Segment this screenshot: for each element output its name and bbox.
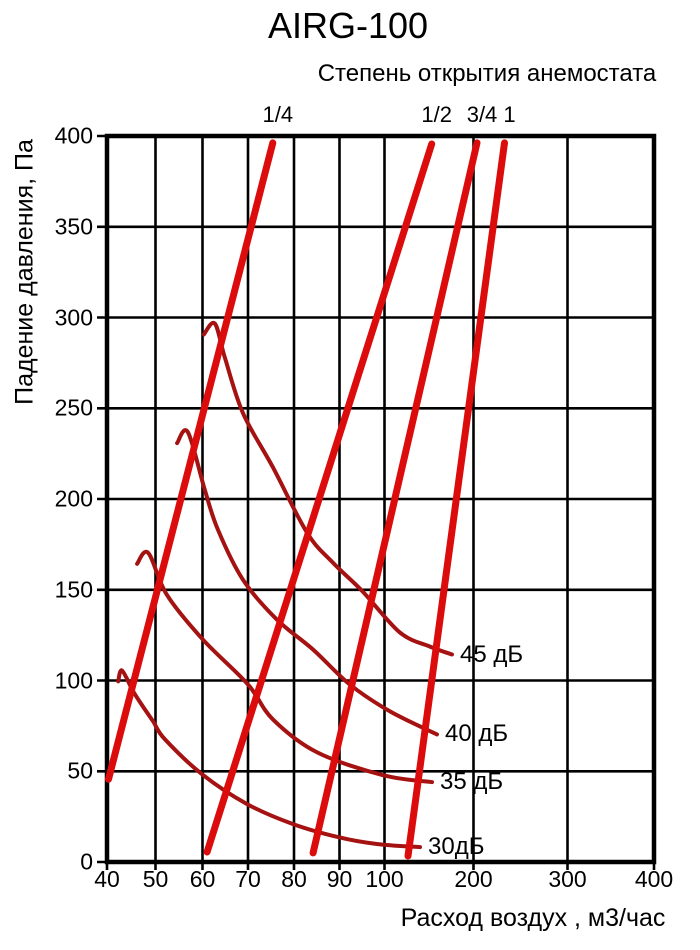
opening-line: [404, 139, 508, 860]
chart-subtitle: Степень открытия анемостата: [317, 60, 657, 87]
x-tick-label: 300: [548, 866, 587, 892]
y-tick-label: 300: [54, 304, 93, 330]
y-tick-label: 200: [54, 485, 93, 512]
noise-curve: [175, 428, 439, 737]
y-tick-label: 350: [54, 213, 93, 240]
chart-title: AIRG-100: [267, 5, 429, 46]
x-tick-label: 400: [634, 866, 674, 892]
y-tick-label: 250: [54, 394, 93, 421]
x-tick-label: 200: [454, 866, 493, 892]
x-tick-label: 50: [142, 866, 169, 892]
opening-degree-label: 1/4: [262, 102, 294, 127]
x-tick-label: 100: [365, 866, 404, 892]
x-tick-label: 60: [189, 866, 216, 892]
x-tick-label: 40: [94, 866, 120, 892]
noise-level-label: 35 дБ: [440, 768, 504, 796]
noise-curve: [135, 549, 434, 785]
noise-level-label: 30дБ: [428, 833, 485, 861]
y-tick-label: 100: [54, 667, 93, 693]
x-tick-label: 80: [281, 866, 307, 892]
opening-line: [203, 140, 436, 856]
plot-border: [104, 133, 657, 865]
y-tick-label: 0: [80, 848, 93, 875]
noise-level-label: 40 дБ: [445, 720, 509, 748]
noise-level-label: 45 дБ: [460, 640, 524, 668]
opening-line: [105, 139, 277, 783]
y-tick-label: 50: [67, 757, 93, 784]
opening-degree-label: 1/2: [421, 102, 452, 127]
x-tick-label: 70: [235, 866, 261, 892]
x-axis-title: Расход воздух , м3/час: [400, 904, 666, 932]
x-tick-label: 90: [326, 866, 353, 892]
opening-line: [309, 139, 481, 857]
opening-degree-label: 1: [503, 102, 516, 127]
opening-degree-label: 3/4: [466, 102, 498, 127]
y-tick-label: 150: [54, 576, 93, 603]
y-tick-label: 400: [54, 122, 93, 149]
y-axis-title: Падение давления, Па: [10, 139, 39, 405]
